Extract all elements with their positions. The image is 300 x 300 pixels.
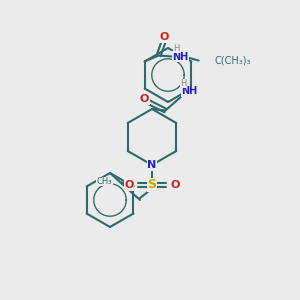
Text: NH: NH [181, 86, 197, 97]
Text: O: O [140, 94, 149, 104]
Text: H: H [173, 44, 180, 53]
Text: H: H [180, 79, 187, 88]
Text: NH: NH [172, 52, 189, 61]
Text: O: O [124, 180, 134, 190]
Text: N: N [147, 160, 157, 170]
Text: CH₃: CH₃ [97, 177, 112, 186]
Text: O: O [160, 32, 169, 43]
Text: C(CH₃)₃: C(CH₃)₃ [214, 56, 251, 65]
Text: S: S [148, 178, 157, 191]
Text: O: O [170, 180, 180, 190]
